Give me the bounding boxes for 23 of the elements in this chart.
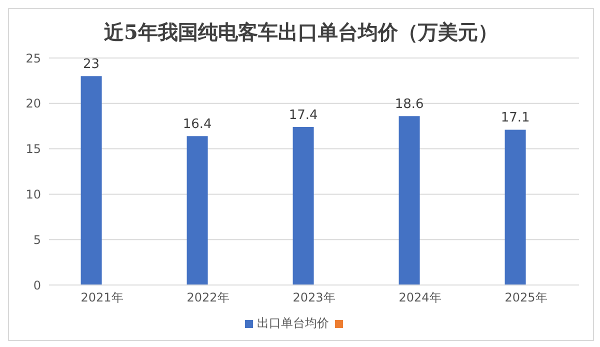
- y-tick-label: 5: [33, 232, 41, 247]
- y-tick-label: 0: [33, 278, 41, 292]
- y-tick-label: 10: [26, 187, 41, 202]
- x-tick-label: 2024年: [398, 290, 442, 305]
- bar: [186, 136, 208, 285]
- data-label: 16.4: [182, 117, 212, 132]
- data-label: 23: [83, 57, 100, 72]
- x-tick-label: 2021年: [80, 290, 124, 305]
- bar: [80, 76, 102, 285]
- bar: [292, 127, 314, 285]
- x-tick-label: 2022年: [186, 290, 230, 305]
- y-tick-label: 15: [26, 142, 41, 156]
- y-tick-label: 20: [26, 96, 41, 111]
- x-tick-label: 2023年: [292, 290, 336, 305]
- x-tick-label: 2025年: [504, 290, 548, 305]
- y-tick-label: 25: [26, 51, 41, 66]
- bar: [398, 116, 420, 285]
- data-label: 17.4: [288, 108, 318, 124]
- data-label: 18.6: [394, 97, 424, 112]
- bar: [504, 130, 526, 285]
- chart-title: 近5年我国纯电客车出口单台均价（万美元）: [103, 19, 499, 46]
- data-label: 17.1: [500, 110, 530, 126]
- legend-label: 出口单台均价: [257, 315, 329, 332]
